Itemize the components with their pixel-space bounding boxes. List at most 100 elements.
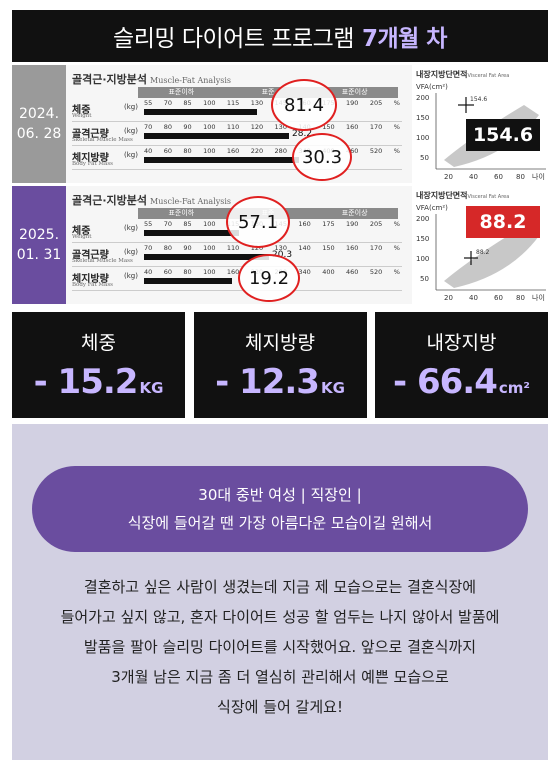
tick-label: 520 [369, 268, 383, 276]
stat-label: 내장지방 [426, 332, 497, 354]
tick-label: 55 [144, 99, 153, 107]
stat-unit: cm² [498, 379, 530, 397]
y-tick: 150 [416, 114, 429, 122]
tick-label: 100 [203, 220, 216, 228]
tick-label: 100 [203, 244, 216, 252]
metric-sublabel: Weight [72, 113, 92, 119]
tick-label: 205 [369, 220, 383, 228]
vfa-plot: VFA(cm²) 200 150 100 50 20 40 60 80 나이 8… [416, 204, 546, 302]
result-date: 2025. 01. 31 [12, 186, 66, 304]
tick-label: 150 [322, 123, 335, 131]
y-tick: 50 [420, 154, 429, 162]
tick-label: 400 [322, 268, 335, 276]
tick-label: % [393, 244, 400, 252]
stat-label: 체중 [81, 332, 116, 354]
tick-label: 70 [163, 99, 172, 107]
tick-label: 120 [250, 244, 264, 252]
circled-fat-value: 30.3 [292, 133, 352, 181]
tick-label: % [393, 123, 400, 131]
tick-label: % [393, 268, 400, 276]
y-tick: 200 [416, 94, 429, 102]
metric-ticks: 70 80 90 100 110 120 130 140 150 160 170% [144, 244, 400, 253]
tick-label: 60 [163, 147, 172, 155]
tick-label: 80 [163, 123, 172, 131]
metric-sublabel: Body Fat Mass [72, 282, 113, 288]
x-tick: 80 [516, 294, 525, 302]
y-tick: 100 [416, 134, 429, 142]
metric-unit: (kg) [124, 248, 138, 256]
stat-value: - 66.4 cm² [393, 362, 530, 402]
tick-label: 460 [346, 268, 359, 276]
range-above: 표준이상 [341, 88, 368, 96]
stat-value: - 12.3 KG [215, 362, 345, 402]
section-title: 골격근·지방분석 Muscle-Fat Analysis [72, 194, 232, 207]
tick-label: % [393, 220, 400, 228]
tick-label: 140 [298, 244, 311, 252]
tick-label: 70 [144, 244, 153, 252]
section-title-en: Muscle-Fat Analysis [150, 197, 232, 206]
section-title-en: Muscle-Fat Analysis [150, 76, 232, 85]
tick-label: 160 [226, 147, 240, 155]
y-tick: 150 [416, 235, 429, 243]
stat-unit: KG [320, 379, 345, 397]
circled-weight-value: 81.4 [271, 79, 337, 131]
tick-label: 80 [163, 244, 172, 252]
tick-label: 80 [183, 268, 192, 276]
vfa-title: 내장지방단면적Visceral Fat Area [416, 70, 510, 79]
vfa-point-label: 154.6 [470, 96, 487, 103]
y-tick: 200 [416, 215, 429, 223]
tick-label: 115 [226, 99, 240, 107]
x-tick: 60 [494, 173, 503, 181]
metric-unit: (kg) [124, 127, 138, 135]
metric-bar [144, 278, 232, 284]
metric-sublabel: Skeletal Muscle Mass [72, 137, 133, 143]
date-year: 2025. [18, 227, 60, 243]
y-tick: 50 [420, 275, 429, 283]
metric-label: 체지방량 [72, 274, 109, 285]
visceral-fat-chart: 내장지방단면적Visceral Fat Area VFA(cm²) 200 15… [414, 186, 548, 304]
program-title: 슬리밍 다이어트 프로그램 [113, 26, 354, 52]
tick-label: 170 [369, 123, 383, 131]
testimonial-text: 결혼하고 싶은 사람이 생겼는데 지금 제 모습으로는 결혼식장에 들어가고 싶… [12, 572, 548, 722]
metric-row-fat: 체지방량 Body Fat Mass (kg) 4060801001602202… [72, 268, 402, 291]
metric-sublabel: Weight [72, 234, 92, 240]
vfa-axis-label: VFA(cm²) [416, 204, 448, 212]
tick-label: 40 [144, 147, 153, 155]
metric-row-weight: 체중 Weight (kg) 5570851001151301451601751… [72, 99, 402, 122]
metric-value: 20.3 [272, 250, 293, 260]
testimonial-line: 발품을 팔아 슬리밍 다이어트를 시작했어요. 앞으로 결혼식까지 [83, 638, 477, 656]
stat-unit: KG [139, 379, 164, 397]
inbody-result-after: 2025. 01. 31 골격근·지방분석 Muscle-Fat Analysis… [12, 186, 548, 304]
metric-bar [144, 157, 299, 163]
vfa-point-label: 88.2 [476, 249, 490, 256]
range-below: 표준이하 [168, 88, 195, 96]
profile-pill: 30대 중반 여성 | 직장인 | 식장에 들어갈 땐 가장 아름다운 모습이길… [32, 466, 528, 552]
metric-unit: (kg) [124, 103, 138, 111]
circled-fat-value: 19.2 [238, 254, 300, 302]
stat-body-fat: 체지방량 - 12.3 KG [193, 312, 367, 418]
range-header: 표준이하 표준 표준이상 [138, 87, 398, 98]
inbody-result-before: 2024. 06. 28 골격근·지방분석 Muscle-Fat Analysis… [12, 65, 548, 183]
date-year: 2024. [18, 106, 60, 122]
metric-value: 28.2 [292, 129, 313, 139]
tick-label: 190 [346, 99, 359, 107]
tick-label: 40 [144, 268, 153, 276]
tick-label: 70 [163, 220, 172, 228]
metric-unit: (kg) [124, 272, 138, 280]
vfa-title: 내장지방단면적Visceral Fat Area [416, 191, 510, 200]
date-day: 01. 31 [16, 247, 62, 263]
tick-label: 120 [250, 123, 264, 131]
x-tick: 60 [494, 294, 503, 302]
x-tick: 40 [469, 294, 478, 302]
tick-label: 160 [346, 123, 359, 131]
section-title: 골격근·지방분석 Muscle-Fat Analysis [72, 73, 232, 86]
stat-visceral-fat: 내장지방 - 66.4 cm² [375, 312, 548, 418]
metric-unit: (kg) [124, 151, 138, 159]
tick-label: 60 [163, 268, 172, 276]
stat-value: - 15.2 KG [33, 362, 164, 402]
metric-ticks: 406080100160220280340400460520% [144, 147, 400, 156]
tick-label: 340 [298, 268, 311, 276]
stat-label: 체지방량 [245, 332, 315, 354]
